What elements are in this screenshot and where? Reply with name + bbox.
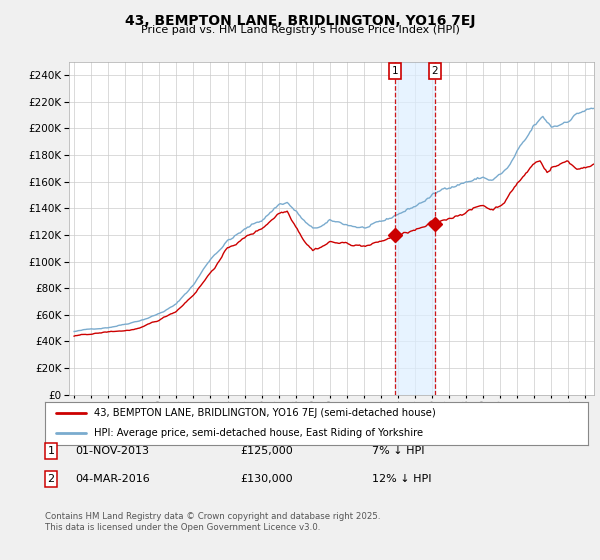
Text: 04-MAR-2016: 04-MAR-2016 [75,474,150,484]
Text: 1: 1 [47,446,55,456]
Bar [395,62,435,395]
Text: Price paid vs. HM Land Registry's House Price Index (HPI): Price paid vs. HM Land Registry's House … [140,25,460,35]
Text: HPI: Average price, semi-detached house, East Riding of Yorkshire: HPI: Average price, semi-detached house,… [94,428,423,438]
Text: 2: 2 [47,474,55,484]
Text: Contains HM Land Registry data © Crown copyright and database right 2025.
This d: Contains HM Land Registry data © Crown c… [45,512,380,532]
Text: 43, BEMPTON LANE, BRIDLINGTON, YO16 7EJ: 43, BEMPTON LANE, BRIDLINGTON, YO16 7EJ [125,14,475,28]
Text: £125,000: £125,000 [240,446,293,456]
Text: 7% ↓ HPI: 7% ↓ HPI [372,446,425,456]
Text: 2: 2 [431,66,438,76]
Text: 12% ↓ HPI: 12% ↓ HPI [372,474,431,484]
Text: 1: 1 [392,66,398,76]
Text: £130,000: £130,000 [240,474,293,484]
Text: 43, BEMPTON LANE, BRIDLINGTON, YO16 7EJ (semi-detached house): 43, BEMPTON LANE, BRIDLINGTON, YO16 7EJ … [94,408,436,418]
Text: 01-NOV-2013: 01-NOV-2013 [75,446,149,456]
